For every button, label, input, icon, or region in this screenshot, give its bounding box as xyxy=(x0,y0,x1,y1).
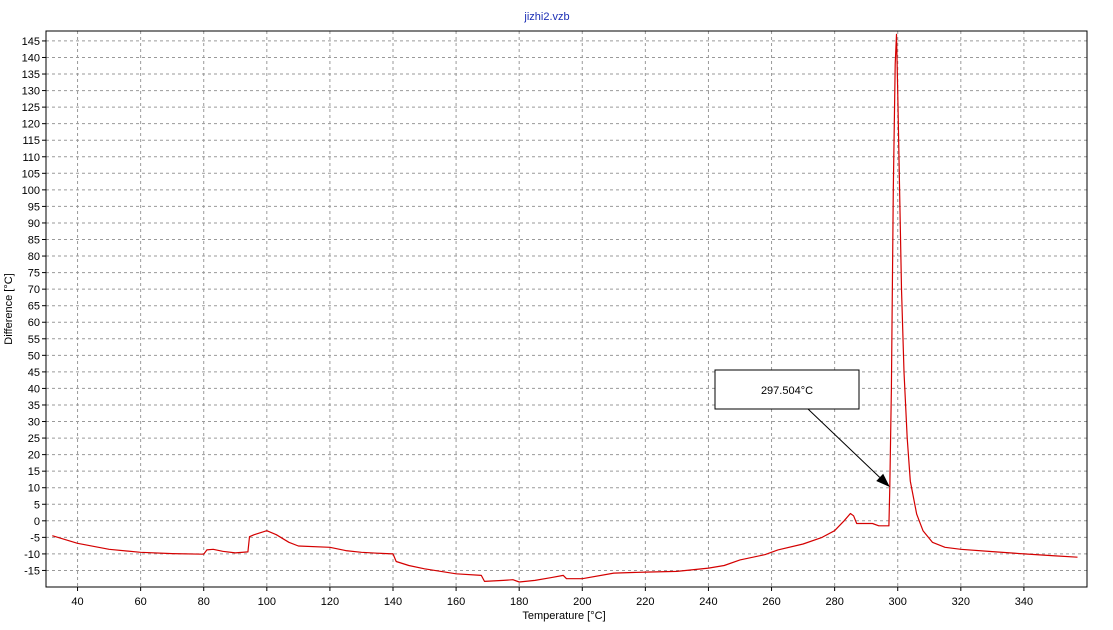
y-tick-label: -10 xyxy=(24,549,40,561)
y-tick-label: 65 xyxy=(28,301,40,313)
y-tick-label: 100 xyxy=(22,185,40,197)
y-tick-label: 130 xyxy=(22,86,40,98)
y-tick-label: 115 xyxy=(22,135,40,147)
x-tick-label: 300 xyxy=(889,596,907,608)
y-tick-label: 120 xyxy=(22,119,40,131)
y-tick-label: 125 xyxy=(22,102,40,114)
chart-title: jizhi2.vzb xyxy=(523,11,569,23)
x-tick-label: 60 xyxy=(135,596,147,608)
x-tick-label: 180 xyxy=(510,596,528,608)
y-tick-label: 80 xyxy=(28,251,40,263)
y-tick-label: 85 xyxy=(28,235,40,247)
y-tick-label: 0 xyxy=(34,516,40,528)
x-tick-label: 340 xyxy=(1015,596,1033,608)
x-tick-label: 240 xyxy=(699,596,717,608)
x-tick-label: 200 xyxy=(573,596,591,608)
annotation: 297.504°C xyxy=(714,369,890,488)
x-axis-ticks: 40 60 80 100 120 140 160 180 200 220 240 260 280 300 3… xyxy=(71,587,1033,608)
y-tick-label: 30 xyxy=(28,417,40,429)
grid xyxy=(46,31,1087,587)
y-tick-label: 110 xyxy=(22,152,40,164)
x-tick-label: 120 xyxy=(321,596,339,608)
y-tick-label: 55 xyxy=(28,334,40,346)
y-tick-label: 105 xyxy=(22,168,40,180)
y-tick-label: 90 xyxy=(28,218,40,230)
x-axis-label: Temperature [°C] xyxy=(522,610,605,622)
y-tick-label: 60 xyxy=(28,317,40,329)
x-tick-label: 100 xyxy=(258,596,276,608)
annotation-arrowhead xyxy=(876,473,890,488)
y-tick-label: 10 xyxy=(28,483,40,495)
x-tick-label: 260 xyxy=(762,596,780,608)
y-tick-label: 75 xyxy=(28,268,40,280)
x-tick-label: 320 xyxy=(952,596,970,608)
y-tick-label: 145 xyxy=(22,36,40,48)
annotation-label: 297.504°C xyxy=(761,385,813,397)
y-tick-label: 70 xyxy=(28,284,40,296)
x-tick-label: 40 xyxy=(71,596,83,608)
y-tick-label: 135 xyxy=(22,69,40,81)
y-axis-ticks: -15 -10 -5 0 5 10 15 20 25 30 35 40 45 50 55 60 65 70 75 80… xyxy=(22,36,46,577)
x-tick-label: 140 xyxy=(384,596,402,608)
y-axis-label: Difference [°C] xyxy=(3,273,15,344)
series-line xyxy=(52,33,1078,583)
x-tick-label: 220 xyxy=(636,596,654,608)
y-tick-label: 140 xyxy=(22,52,40,64)
y-tick-label: 45 xyxy=(28,367,40,379)
plot-frame xyxy=(45,30,1088,588)
y-tick-label: 50 xyxy=(28,350,40,362)
x-tick-label: 80 xyxy=(198,596,210,608)
y-tick-label: 40 xyxy=(28,383,40,395)
y-tick-label: 35 xyxy=(28,400,40,412)
annotation-box xyxy=(714,369,860,410)
y-tick-label: -15 xyxy=(24,565,40,577)
y-tick-label: 95 xyxy=(28,201,40,213)
y-tick-label: 15 xyxy=(28,466,40,478)
y-tick-label: -5 xyxy=(30,532,40,544)
annotation-arrow-line xyxy=(807,408,881,478)
y-tick-label: 25 xyxy=(28,433,40,445)
x-tick-label: 160 xyxy=(447,596,465,608)
y-tick-label: 20 xyxy=(28,450,40,462)
y-tick-label: 5 xyxy=(34,499,40,511)
x-tick-label: 280 xyxy=(825,596,843,608)
